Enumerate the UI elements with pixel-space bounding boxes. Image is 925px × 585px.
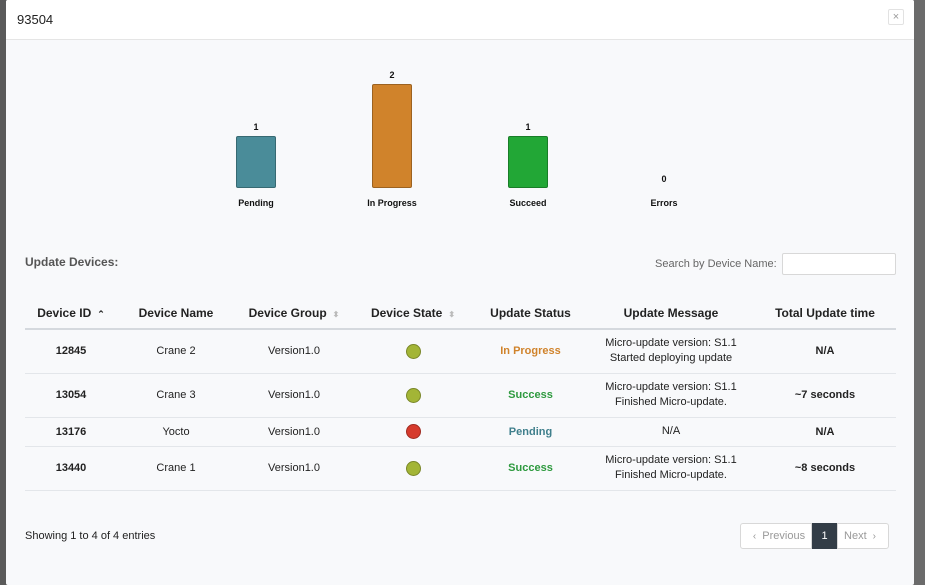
chart-value-label: 1 bbox=[525, 122, 531, 132]
device-state-cell bbox=[353, 446, 473, 491]
table-row: 13440 Crane 1 Version1.0 Success Micro-u… bbox=[25, 446, 896, 491]
chart-value-label: 2 bbox=[389, 70, 395, 80]
chart-value-label: 0 bbox=[661, 174, 667, 184]
update-message-cell: Micro-update version: S1.1 Finished Micro… bbox=[588, 446, 754, 491]
device-group-cell: Version1.0 bbox=[235, 373, 353, 418]
update-details-modal: 93504 × 1 Pending 2 In Progress 1 Succeed 0 Err… bbox=[6, 0, 914, 585]
total-update-time-cell: ~7 seconds bbox=[754, 373, 896, 418]
update-status-cell: In Progress bbox=[473, 329, 588, 374]
state-indicator-dot bbox=[405, 460, 421, 476]
device-id-cell: 13054 bbox=[25, 373, 117, 418]
section-title: Update Devices: bbox=[25, 255, 119, 269]
header-device-group[interactable]: Device Group ⬍ bbox=[235, 297, 353, 330]
devices-table: Device ID ⌃ Device Name Device Group ⬍ Dev… bbox=[25, 297, 896, 491]
header-update-status: Update Status bbox=[473, 297, 588, 330]
modal-title: 93504 bbox=[17, 12, 54, 27]
chevron-right-icon: › bbox=[872, 530, 876, 542]
device-group-cell: Version1.0 bbox=[235, 446, 353, 491]
header-total-update-time: Total Update time bbox=[754, 297, 896, 330]
table-row: 13054 Crane 3 Version1.0 Success Micro-u… bbox=[25, 373, 896, 418]
close-button[interactable]: × bbox=[888, 9, 904, 25]
device-id-cell: 13440 bbox=[25, 446, 117, 491]
chart-category-label: Errors bbox=[650, 198, 678, 208]
sort-icon: ⬍ bbox=[448, 309, 456, 319]
update-message-cell: N/A bbox=[588, 417, 754, 447]
page-1-button[interactable]: 1 bbox=[812, 523, 837, 549]
chart-category-label: Pending bbox=[238, 198, 274, 208]
next-page-button[interactable]: Next › bbox=[837, 523, 889, 549]
state-indicator-dot bbox=[405, 387, 421, 403]
device-state-cell bbox=[353, 373, 473, 418]
device-state-cell bbox=[353, 417, 473, 447]
update-status-chart: 1 Pending 2 In Progress 1 Succeed 0 Errors bbox=[6, 40, 914, 230]
entries-info: Showing 1 to 4 of 4 entries bbox=[25, 530, 156, 542]
search-label: Search by Device Name: bbox=[655, 258, 777, 270]
state-indicator-dot bbox=[405, 343, 421, 359]
previous-page-button[interactable]: ‹ Previous bbox=[740, 523, 812, 549]
table-header-row: Device ID ⌃ Device Name Device Group ⬍ Dev… bbox=[25, 297, 896, 330]
header-device-state[interactable]: Device State ⬍ bbox=[353, 297, 473, 330]
chart-value-label: 1 bbox=[253, 122, 259, 132]
table-row: 12845 Crane 2 Version1.0 In Progress Mic… bbox=[25, 329, 896, 374]
device-name-cell: Yocto bbox=[117, 417, 235, 447]
sort-icon: ⬍ bbox=[332, 309, 340, 319]
device-group-cell: Version1.0 bbox=[235, 329, 353, 374]
header-update-message: Update Message bbox=[588, 297, 754, 330]
device-id-cell: 12845 bbox=[25, 329, 117, 374]
update-status-cell: Success bbox=[473, 446, 588, 491]
device-state-cell bbox=[353, 329, 473, 374]
total-update-time-cell: N/A bbox=[754, 329, 896, 374]
sort-ascending-icon: ⌃ bbox=[97, 308, 105, 319]
chart-bar-in-progress bbox=[372, 84, 412, 188]
header-device-id[interactable]: Device ID ⌃ bbox=[25, 297, 117, 330]
state-indicator-dot bbox=[405, 424, 421, 439]
chart-bar-succeed bbox=[508, 136, 548, 188]
pagination: ‹ Previous 1 Next › bbox=[740, 523, 889, 549]
update-status-cell: Success bbox=[473, 373, 588, 418]
update-message-cell: Micro-update version: S1.1 Finished Micro… bbox=[588, 373, 754, 418]
device-name-cell: Crane 3 bbox=[117, 373, 235, 418]
device-group-cell: Version1.0 bbox=[235, 417, 353, 447]
device-id-cell: 13176 bbox=[25, 417, 117, 447]
chart-bar-pending bbox=[236, 136, 276, 188]
update-status-cell: Pending bbox=[473, 417, 588, 447]
chart-category-label: Succeed bbox=[509, 198, 547, 208]
update-message-cell: Micro-update version: S1.1 Started deploy… bbox=[588, 329, 754, 374]
device-name-search-input[interactable] bbox=[782, 253, 896, 275]
modal-backdrop[interactable] bbox=[913, 0, 925, 585]
total-update-time-cell: ~8 seconds bbox=[754, 446, 896, 491]
modal-header: 93504 × bbox=[6, 0, 914, 40]
header-device-name: Device Name bbox=[117, 297, 235, 330]
device-name-cell: Crane 1 bbox=[117, 446, 235, 491]
table-row: 13176 Yocto Version1.0 Pending N/A N/A bbox=[25, 417, 896, 447]
device-name-cell: Crane 2 bbox=[117, 329, 235, 374]
chevron-left-icon: ‹ bbox=[752, 530, 757, 542]
total-update-time-cell: N/A bbox=[754, 417, 896, 447]
chart-category-label: In Progress bbox=[367, 198, 417, 208]
